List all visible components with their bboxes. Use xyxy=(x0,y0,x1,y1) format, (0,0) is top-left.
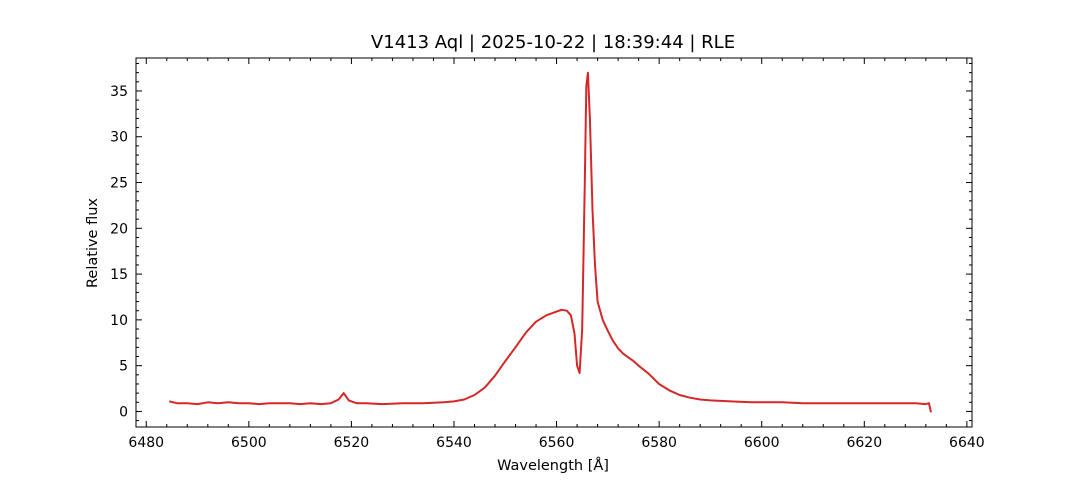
y-tick-label: 25 xyxy=(110,176,128,192)
x-tick-label: 6520 xyxy=(334,435,370,451)
y-tick-label: 20 xyxy=(110,221,128,237)
y-tick-label: 15 xyxy=(110,267,128,283)
x-tick-label: 6480 xyxy=(128,435,164,451)
x-tick-label: 6620 xyxy=(846,435,882,451)
x-tick-label: 6560 xyxy=(539,435,575,451)
x-axis-label: Wavelength [Å] xyxy=(497,457,609,474)
spectrum-line xyxy=(169,71,932,413)
y-tick-label: 30 xyxy=(110,130,128,146)
x-tick-label: 6540 xyxy=(436,435,472,451)
x-axis-ticks: 6480 6500 6520 6540 6560 6580 6600 6620 6640 xyxy=(128,58,985,451)
series-layer xyxy=(169,71,932,413)
x-tick-label: 6580 xyxy=(641,435,677,451)
y-axis-ticks: 0 5 10 15 20 25 30 35 xyxy=(110,62,972,422)
plot-axes xyxy=(135,57,973,428)
plot-frame xyxy=(135,57,973,428)
y-tick-label: 5 xyxy=(119,359,128,375)
x-tick-label: 6640 xyxy=(949,435,985,451)
chart-title: V1413 Aql | 2025-10-22 | 18:39:44 | RLE xyxy=(371,32,735,53)
x-tick-label: 6500 xyxy=(231,435,267,451)
x-tick-label: 6600 xyxy=(744,435,780,451)
y-tick-label: 10 xyxy=(110,313,128,329)
y-tick-label: 0 xyxy=(119,404,128,420)
y-axis-label: Relative flux xyxy=(85,198,101,288)
y-tick-label: 35 xyxy=(110,84,128,100)
